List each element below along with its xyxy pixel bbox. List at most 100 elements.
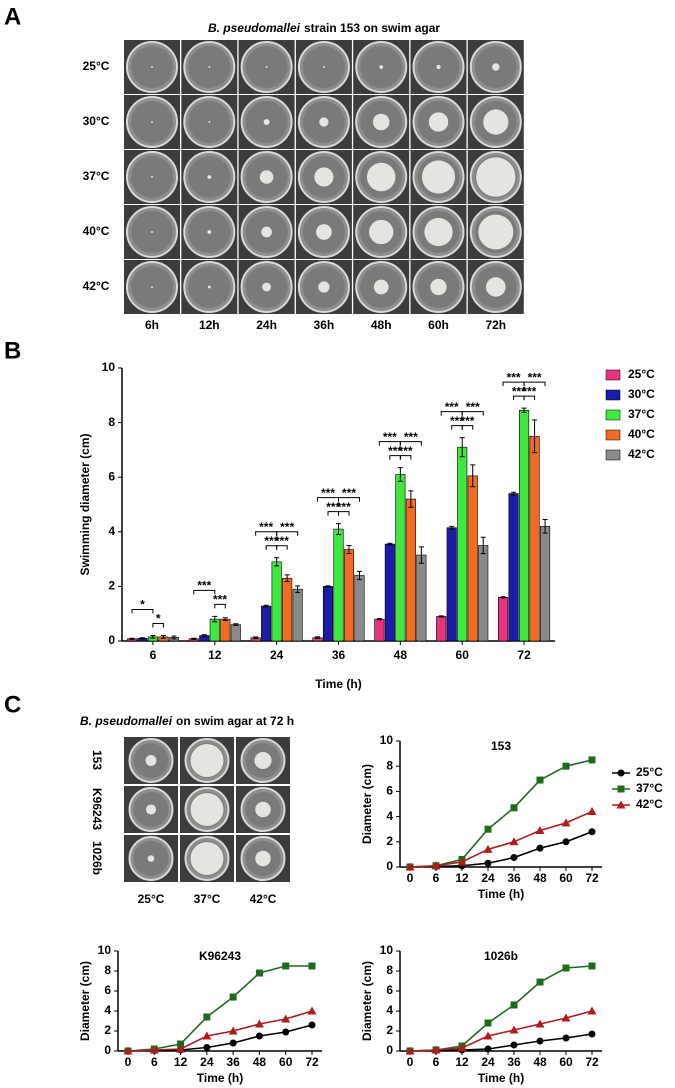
- marker: [177, 1040, 185, 1048]
- y-tick-label: 4: [386, 809, 393, 823]
- significance-label: ***: [507, 370, 521, 384]
- error-bar: [376, 618, 382, 621]
- error-bar: [346, 544, 352, 555]
- x-tick-label: 60: [559, 871, 573, 885]
- y-tick-label: 2: [108, 579, 115, 593]
- y-tick-label: 6: [104, 983, 111, 997]
- significance-label: ***: [522, 384, 536, 398]
- x-tick-label: 72: [585, 871, 599, 885]
- swim-zone: [151, 66, 153, 68]
- marker: [510, 1001, 518, 1009]
- error-bar: [284, 574, 290, 582]
- bar: [457, 446, 468, 642]
- swim-zone: [207, 285, 211, 289]
- swim-zone: [421, 160, 456, 194]
- bar: [261, 605, 272, 642]
- x-tick-label: 24: [481, 1055, 495, 1069]
- significance-bracket: [399, 441, 422, 446]
- x-tick-label: 6: [433, 871, 440, 885]
- marker: [509, 837, 519, 846]
- swim-zone: [379, 65, 384, 69]
- x-tick-label: 0: [407, 871, 414, 885]
- marker: [587, 807, 597, 816]
- swim-zone: [262, 282, 272, 292]
- significance-bracket: [276, 531, 299, 536]
- swim-zone: [261, 226, 272, 238]
- marker: [562, 1034, 570, 1042]
- y-tick-label: 8: [386, 963, 393, 977]
- significance-bracket: [461, 425, 474, 430]
- y-tick-label: 0: [108, 633, 115, 647]
- marker: [536, 978, 544, 986]
- swim-zone: [190, 792, 224, 827]
- marker: [254, 1019, 264, 1028]
- x-tick-label: 60: [456, 648, 470, 662]
- swim-zone: [318, 281, 330, 293]
- significance-bracket: [461, 411, 484, 416]
- x-tick-label: 24: [481, 871, 495, 885]
- line: [127, 1010, 313, 1052]
- bar: [271, 561, 282, 642]
- marker: [587, 1006, 597, 1015]
- significance-bracket: [214, 603, 226, 609]
- significance-label: ***: [321, 486, 335, 500]
- error-bar: [160, 635, 166, 639]
- marker: [535, 825, 545, 834]
- title-rest: on swim agar at 72 h: [176, 714, 294, 728]
- bar: [292, 588, 303, 642]
- col-label: 48h: [371, 318, 392, 332]
- bar: [282, 577, 293, 642]
- x-tick-label: 0: [125, 1055, 132, 1069]
- x-tick-label: 12: [174, 1055, 188, 1069]
- error-bar: [315, 636, 320, 640]
- error-bar: [263, 604, 269, 608]
- swim-zone: [255, 850, 271, 867]
- marker: [229, 1039, 237, 1047]
- swim-zone: [373, 279, 389, 295]
- bar: [384, 543, 395, 642]
- marker: [536, 776, 544, 784]
- y-tick-label: 10: [98, 943, 112, 957]
- error-bar: [357, 570, 362, 581]
- error-bar: [325, 585, 331, 588]
- marker: [484, 825, 492, 833]
- legend-label: 25°C: [628, 367, 655, 381]
- significance-label: ***: [259, 520, 273, 534]
- panel-label: B: [4, 337, 21, 364]
- error-bar: [511, 491, 517, 496]
- row-label: 37°C: [83, 169, 110, 183]
- swim-zone: [254, 751, 272, 770]
- col-label: 25°C: [138, 892, 165, 906]
- swim-zone: [478, 214, 514, 250]
- legend-swatch: [605, 389, 621, 401]
- marker: [484, 1019, 492, 1027]
- legend-swatch: [605, 449, 621, 461]
- swim-zone: [151, 286, 153, 288]
- x-tick-label: 12: [455, 1055, 469, 1069]
- panel-c-title: B. pseudomallei on swim agar at 72 h: [80, 714, 294, 728]
- row-label: 153: [90, 750, 104, 770]
- swim-zone: [316, 224, 332, 240]
- marker: [588, 1030, 596, 1038]
- error-bar: [129, 637, 135, 640]
- bar: [478, 545, 489, 642]
- y-tick-label: 8: [386, 758, 393, 772]
- y-tick-label: 10: [102, 360, 116, 374]
- marker: [483, 1031, 493, 1040]
- bar: [354, 575, 365, 642]
- marker: [431, 861, 441, 870]
- title-italic: B. pseudomallei: [208, 21, 301, 35]
- panel-label: C: [4, 691, 21, 718]
- significance-bracket: [523, 395, 536, 401]
- marker: [484, 859, 492, 867]
- significance-label: ***: [213, 593, 227, 607]
- marker: [281, 1014, 291, 1023]
- marker: [431, 1045, 441, 1054]
- significance-label: ***: [399, 444, 413, 458]
- legend-label: 42°C: [636, 797, 663, 811]
- swim-zone: [436, 64, 441, 70]
- error-bar: [532, 419, 538, 454]
- x-tick-label: 0: [407, 1055, 414, 1069]
- bar: [467, 475, 478, 642]
- significance-label: ***: [450, 414, 464, 428]
